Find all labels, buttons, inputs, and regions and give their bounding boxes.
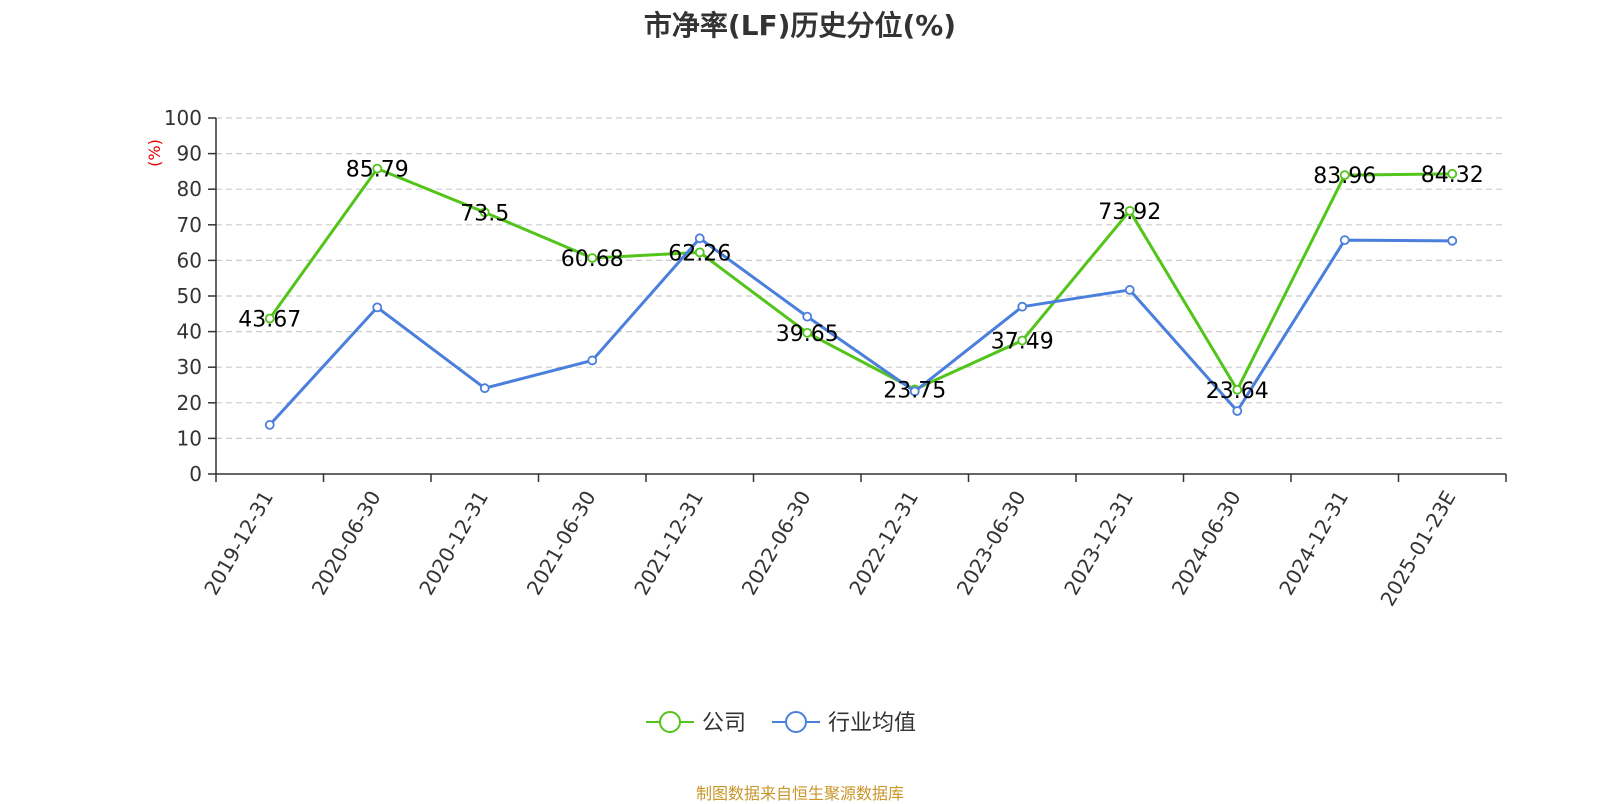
y-tick-label: 70 xyxy=(177,213,202,237)
legend-label-0[interactable]: 公司 xyxy=(702,711,746,736)
series-line-1 xyxy=(268,236,1453,426)
data-label: 62.26 xyxy=(668,241,731,266)
data-label: 37.49 xyxy=(991,330,1054,355)
data-point xyxy=(479,383,490,394)
series-line-0 xyxy=(268,167,1453,392)
data-point xyxy=(587,253,598,263)
y-tick-label: 100 xyxy=(164,106,202,130)
data-label: 43.67 xyxy=(238,308,301,333)
x-tick-label: 2019-12-31 xyxy=(199,487,278,600)
data-point xyxy=(1232,384,1243,395)
data-point xyxy=(479,207,490,218)
legend-marker-1[interactable] xyxy=(785,711,807,733)
x-tick-label: 2020-12-31 xyxy=(414,487,493,600)
data-point xyxy=(1447,235,1458,246)
data-point xyxy=(802,311,813,322)
x-tick-label: 2024-06-30 xyxy=(1167,487,1246,600)
data-label: 73.5 xyxy=(460,201,509,226)
data-point xyxy=(587,355,598,366)
data-label: 60.68 xyxy=(561,247,624,272)
data-point xyxy=(909,386,920,397)
y-tick-label: 20 xyxy=(177,391,202,415)
data-point xyxy=(694,233,705,244)
data-label: 23.75 xyxy=(883,378,946,403)
data-point xyxy=(1447,168,1458,179)
y-tick-label: 90 xyxy=(177,142,202,166)
chart-title: 市净率(LF)历史分位(%) xyxy=(643,9,957,42)
x-tick-label: 2024-12-31 xyxy=(1274,487,1353,600)
source-note: 制图数据来自恒生聚源数据库 xyxy=(695,784,904,803)
x-tick-label: 2022-12-31 xyxy=(844,487,923,600)
data-label: 23.64 xyxy=(1206,379,1269,404)
data-point xyxy=(1017,301,1028,312)
data-point xyxy=(1124,205,1135,216)
data-label: 84.32 xyxy=(1421,163,1484,188)
y-tick-label: 10 xyxy=(177,426,202,450)
x-tick-label: 2023-12-31 xyxy=(1059,487,1138,600)
y-tick-label: 30 xyxy=(177,355,202,379)
data-point xyxy=(802,327,813,338)
data-point xyxy=(1124,285,1135,295)
data-label: 39.65 xyxy=(776,322,839,347)
x-tick-label: 2021-06-30 xyxy=(522,487,601,600)
data-point xyxy=(372,163,383,174)
y-tick-label: 80 xyxy=(177,177,202,201)
y-tick-label: 40 xyxy=(177,320,202,344)
y-tick-label: 0 xyxy=(189,462,202,486)
y-tick-label: 50 xyxy=(177,284,202,308)
legend-label-1[interactable]: 行业均值 xyxy=(828,711,916,736)
y-axis-unit: (%) xyxy=(145,139,164,167)
data-label: 73.92 xyxy=(1098,200,1161,225)
legend[interactable]: 公司 行业均值 xyxy=(646,711,916,736)
x-tick-label: 2021-12-31 xyxy=(629,487,708,600)
data-point xyxy=(264,419,275,430)
data-point xyxy=(1339,235,1350,246)
data-point xyxy=(1017,335,1028,346)
data-point xyxy=(1232,406,1243,416)
series-lines xyxy=(264,163,1458,430)
data-labels: 43.67 85.79 73.5 60.68 62.26 39.65 23.75 37.49 7… xyxy=(238,158,1483,404)
data-point xyxy=(1339,170,1350,181)
x-tick-label: 2020-06-30 xyxy=(307,487,386,600)
data-label: 83.96 xyxy=(1313,164,1376,189)
data-point xyxy=(372,302,383,313)
x-tick-label: 2023-06-30 xyxy=(952,487,1031,600)
data-point xyxy=(264,313,275,324)
x-tick-label: 2022-06-30 xyxy=(737,487,816,600)
x-tick-label: 2025-01-23E xyxy=(1375,487,1460,611)
data-point xyxy=(694,247,705,258)
y-tick-label: 60 xyxy=(177,248,202,272)
legend-marker-0[interactable] xyxy=(659,711,681,733)
data-label: 85.79 xyxy=(346,158,409,183)
